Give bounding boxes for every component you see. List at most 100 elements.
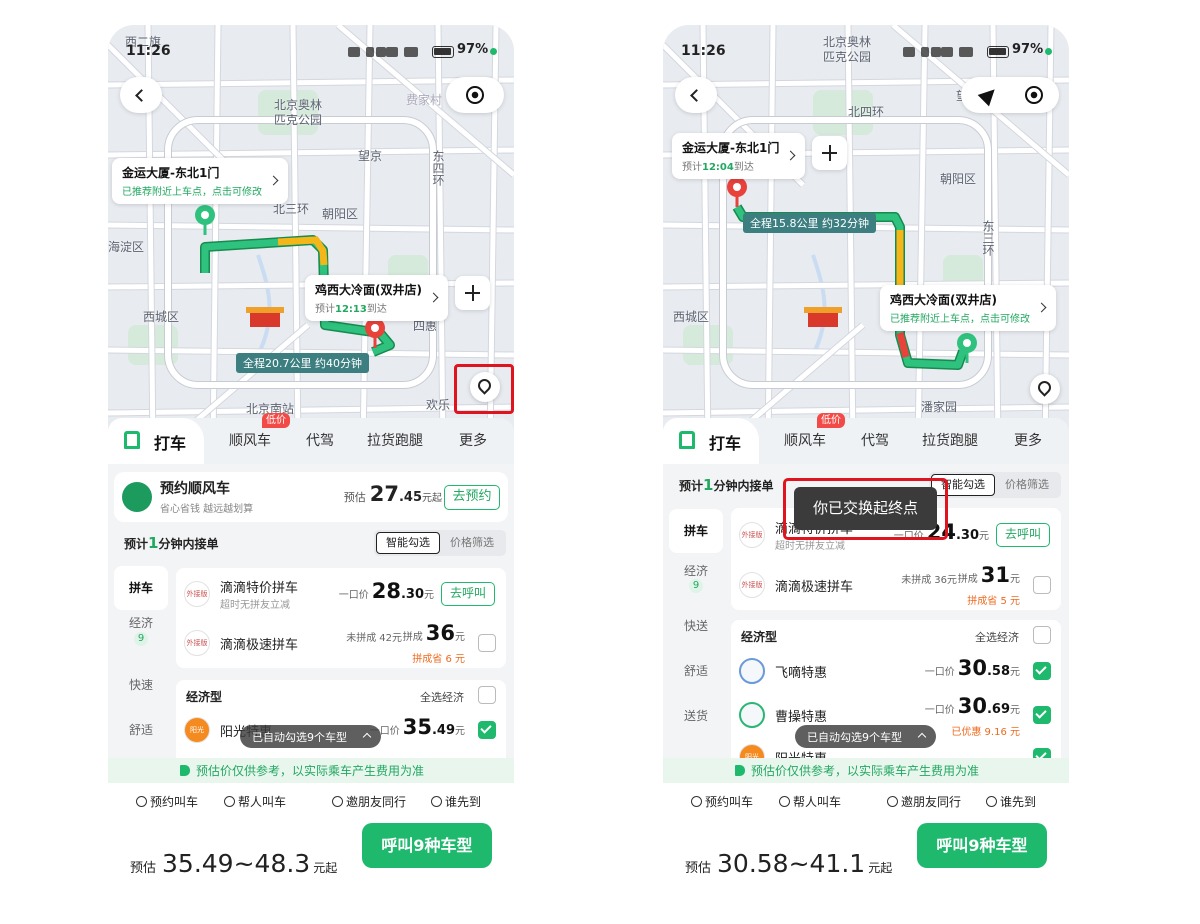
car-price-part: 一口价 [338, 590, 369, 601]
side-item[interactable]: 送货 [683, 709, 708, 723]
tab[interactable]: 拉货跑腿 [367, 433, 423, 449]
action[interactable]: 预约叫车 [150, 795, 199, 809]
tab[interactable]: 更多 [459, 433, 487, 449]
tab[interactable]: 打车 [708, 434, 741, 453]
filter-group: 智能勾选 价格筛选 [929, 472, 1061, 498]
tab[interactable]: 打车 [153, 434, 186, 453]
locate-pill[interactable] [961, 77, 1059, 113]
road [108, 77, 514, 88]
side-item[interactable]: 快速 [128, 678, 153, 692]
side-item[interactable]: 舒适 [683, 664, 708, 678]
eta-time: 12:04 [702, 162, 734, 173]
action[interactable]: 预约叫车 [705, 795, 754, 809]
locate-pill[interactable] [446, 77, 504, 113]
river [811, 254, 827, 356]
map-label: 海淀区 [108, 240, 145, 254]
checkbox[interactable] [1033, 706, 1051, 724]
call-all-button[interactable]: 呼叫9种车型 [917, 823, 1047, 868]
status-icon [386, 47, 398, 57]
checkbox[interactable] [478, 634, 496, 652]
car-price: 一口价 28.30元 [339, 579, 434, 603]
road [915, 25, 928, 445]
promo-price-part: 元起 [422, 493, 442, 504]
eta-line-part: 分钟内接单 [713, 479, 774, 493]
call-button[interactable]: 去呼叫 [441, 582, 495, 606]
promo-button[interactable]: 去预约 [444, 485, 500, 510]
battery-fill [989, 48, 1006, 55]
car-name: 滴滴特价拼车 [220, 581, 299, 596]
promo-card[interactable]: 预约顺风车 省心省钱 越远越划算 预估 27.45元起 去预约 [114, 472, 508, 522]
side-item[interactable]: 经济 [128, 616, 153, 630]
side-item[interactable]: 拼车 [128, 581, 153, 595]
group-select-all[interactable]: 全选经济 [975, 631, 1019, 644]
call-button[interactable]: 去呼叫 [996, 523, 1050, 547]
chevron [785, 150, 796, 161]
pin-dot [963, 339, 971, 347]
origin-card[interactable]: 金运大厦-东北1门 预计12:04到达 [672, 133, 806, 179]
swap-icon[interactable] [470, 372, 500, 402]
side-item[interactable]: 快送 [683, 619, 708, 633]
action[interactable]: 邀朋友同行 [901, 795, 962, 809]
tab[interactable]: 代驾 [861, 433, 889, 449]
filter-button[interactable]: 智能勾选 [376, 532, 440, 554]
tab[interactable]: 顺风车 [229, 433, 271, 449]
eta-line: 预计1分钟内接单 [679, 476, 773, 494]
origin-note: 已推荐附近上车点，点击可修改 [122, 187, 262, 198]
action-icon [332, 796, 343, 807]
action[interactable]: 谁先到 [445, 795, 482, 809]
ring-road [720, 117, 991, 388]
back-button[interactable] [675, 77, 717, 113]
battery-text: 97% [1012, 42, 1044, 57]
tab[interactable]: 更多 [1014, 433, 1042, 449]
checkbox[interactable] [1033, 662, 1051, 680]
target-icon [1025, 86, 1043, 104]
car-name: 滴滴极速拼车 [775, 580, 854, 595]
zoom-plus[interactable] [812, 136, 847, 170]
eta-line-part: 预计 [679, 479, 704, 493]
call-all-button[interactable]: 呼叫9种车型 [362, 823, 492, 868]
destination-card[interactable]: 鸡西大冷面(双井店) 预计12:13到达 [305, 275, 448, 321]
swap-icon[interactable] [1030, 374, 1060, 404]
auto-select-toast[interactable]: 已自动勾选9个车型 [795, 725, 936, 748]
promo-price-part: .45 [398, 490, 422, 505]
filter-group: 智能勾选 价格筛选 [374, 530, 506, 556]
zoom-plus[interactable] [455, 276, 490, 310]
economy-card [731, 620, 1061, 780]
road [108, 347, 514, 358]
filter-button[interactable]: 价格筛选 [450, 536, 494, 549]
auto-select-toast[interactable]: 已自动勾选9个车型 [240, 725, 381, 748]
side-item[interactable]: 舒适 [128, 723, 153, 737]
tab-bar: 打车 顺风车 代驾 拉货跑腿 更多 [663, 418, 1069, 464]
origin-card[interactable]: 金运大厦-东北1门 已推荐附近上车点，点击可修改 [112, 158, 288, 204]
filter-button[interactable]: 价格筛选 [1005, 478, 1049, 491]
action[interactable]: 谁先到 [1000, 795, 1037, 809]
checkbox[interactable] [478, 686, 496, 704]
checkbox[interactable] [1033, 626, 1051, 644]
destination-card[interactable]: 鸡西大冷面(双井店) 已推荐附近上车点，点击可修改 [880, 285, 1056, 331]
group-select-all[interactable]: 全选经济 [420, 691, 464, 704]
checkbox[interactable] [1033, 576, 1051, 594]
side-item[interactable]: 经济 [683, 564, 708, 578]
action-icon [779, 796, 790, 807]
road [108, 222, 514, 233]
notice-text: 预估价仅供参考，以实际乘车产生费用为准 [751, 764, 980, 778]
map-label: 朝阳区 [322, 207, 359, 221]
back-button[interactable] [120, 77, 162, 113]
checkbox[interactable] [478, 721, 496, 739]
toast-chevron [917, 732, 927, 742]
side-item[interactable]: 拼车 [683, 524, 708, 538]
action[interactable]: 帮人叫车 [793, 795, 842, 809]
car-logo: 外接版 [184, 630, 210, 656]
car-price-part: 31 [980, 563, 1010, 587]
car-saving: 拼成省 6 元 [412, 654, 465, 665]
status-icon [903, 47, 915, 57]
tab[interactable]: 顺风车 [784, 433, 826, 449]
eta-line: 预计1分钟内接单 [124, 534, 218, 552]
tab[interactable]: 拉货跑腿 [922, 433, 978, 449]
road [290, 25, 301, 445]
action[interactable]: 邀朋友同行 [346, 795, 407, 809]
action[interactable]: 帮人叫车 [238, 795, 287, 809]
tab[interactable]: 代驾 [306, 433, 334, 449]
car-logo-icon [739, 702, 765, 728]
total-price-part: 30.58~41.1 [717, 849, 866, 878]
